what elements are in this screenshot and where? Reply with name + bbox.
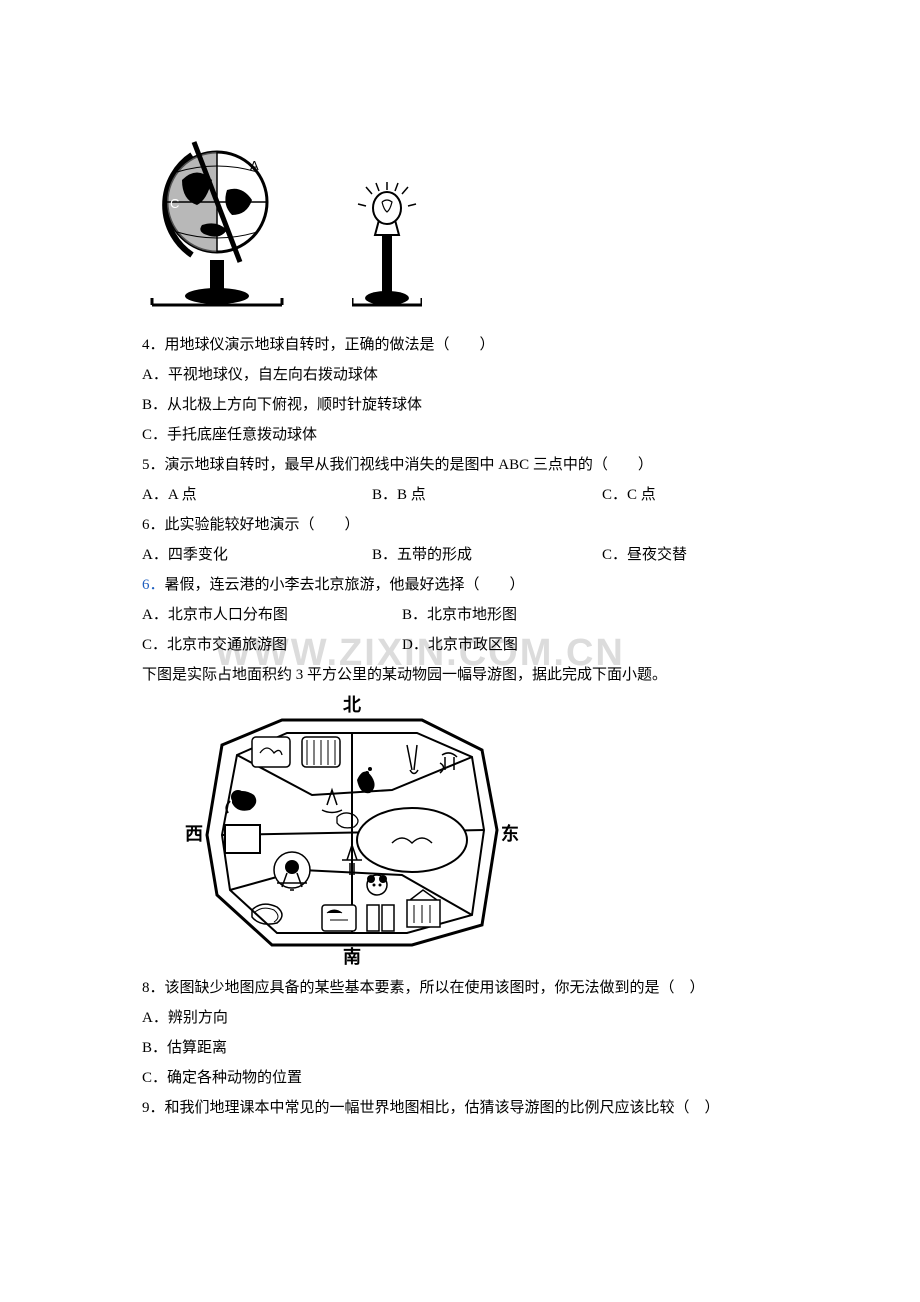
- q7-text: 暑假，连云港的小李去北京旅游，他最好选择（ ）: [165, 577, 525, 593]
- q7-stem: 6．暑假，连云港的小李去北京旅游，他最好选择（ ）: [142, 570, 778, 600]
- q4-opt-c: C．手托底座任意拨动球体: [142, 420, 778, 450]
- q8-opt-a: A．辨别方向: [142, 1003, 778, 1033]
- q7-opt-c: C．北京市交通旅游图: [142, 630, 402, 660]
- globe-lamp-figure: A B C: [142, 130, 778, 310]
- q8-opt-b: B．估算距离: [142, 1033, 778, 1063]
- globe-icon: A B C: [142, 130, 292, 310]
- dir-east: 东: [501, 823, 519, 844]
- dir-south: 南: [343, 946, 361, 965]
- q7-opt-a: A．北京市人口分布图: [142, 600, 402, 630]
- svg-text:C: C: [170, 196, 179, 211]
- zoo-map-figure: 北 南 西 东: [182, 695, 522, 965]
- q6-opt-a: A．四季变化: [142, 540, 372, 570]
- lamp-icon: [352, 180, 422, 310]
- svg-text:B: B: [226, 196, 235, 211]
- q6-opt-b: B．五带的形成: [372, 540, 602, 570]
- q5-opt-c: C．C 点: [602, 480, 656, 510]
- q5-opt-a: A．A 点: [142, 480, 372, 510]
- q4-stem: 4．用地球仪演示地球自转时，正确的做法是（ ）: [142, 330, 778, 360]
- q8-stem: 8．该图缺少地图应具备的某些基本要素，所以在使用该图时，你无法做到的是（ ）: [142, 973, 778, 1003]
- q8-opt-c: C．确定各种动物的位置: [142, 1063, 778, 1093]
- q7-number: 6．: [142, 577, 165, 593]
- q7-opt-b: B．北京市地形图: [402, 600, 517, 630]
- q4-opt-b: B．从北极上方向下俯视，顺时针旋转球体: [142, 390, 778, 420]
- q9-stem: 9．和我们地理课本中常见的一幅世界地图相比，估猜该导游图的比例尺应该比较（ ）: [142, 1093, 778, 1123]
- q4-opt-a: A．平视地球仪，自左向右拨动球体: [142, 360, 778, 390]
- q5-stem: 5．演示地球自转时，最早从我们视线中消失的是图中 ABC 三点中的（ ）: [142, 450, 778, 480]
- q5-opt-b: B．B 点: [372, 480, 602, 510]
- q7-opt-d: D．北京市政区图: [402, 630, 518, 660]
- dir-west: 西: [185, 824, 203, 844]
- dir-north: 北: [343, 695, 361, 715]
- map-intro: 下图是实际占地面积约 3 平方公里的某动物园一幅导游图，据此完成下面小题。: [142, 660, 778, 690]
- q6-stem: 6．此实验能较好地演示（ ）: [142, 510, 778, 540]
- q6-opt-c: C．昼夜交替: [602, 540, 687, 570]
- svg-text:A: A: [250, 158, 259, 173]
